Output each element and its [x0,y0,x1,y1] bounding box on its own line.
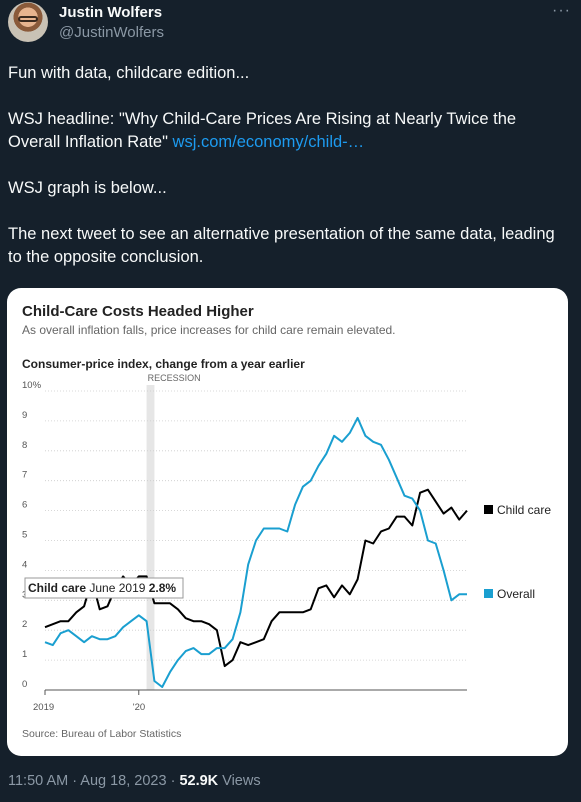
avatar-glasses [18,16,38,22]
y-tick-label: 10% [22,380,42,391]
tooltip-box [24,577,184,599]
tweet-timestamp[interactable]: 11:50 AM · Aug 18, 2023 · [8,773,180,789]
author-handle[interactable]: @JustinWolfers [59,24,164,41]
tweet-line-4: The next tweet to see an alternative pre… [8,225,555,266]
overall-legend-label: Overall [497,587,535,601]
chart-image-card[interactable]: Child-Care Costs Headed Higher As overal… [7,288,568,756]
overall-line [44,416,467,688]
tweet-line-1: Fun with data, childcare edition... [8,64,250,82]
more-options-icon[interactable]: ··· [552,2,571,19]
y-tick-label: 9 [22,410,27,421]
x-tick-label: 2019 [33,702,54,713]
headline-text: WSJ headline: "Why Child-Care Prices Are… [8,110,517,151]
overall-legend-swatch [484,589,493,598]
recession-label: RECESSION [148,373,201,383]
chart-title: Child-Care Costs Headed Higher [22,303,254,320]
author-name[interactable]: Justin Wolfers [59,4,163,21]
tweet-line-2: WSJ headline: "Why Child-Care Prices Are… [8,108,568,154]
y-tick-label: 7 [22,470,27,481]
y-tick-label: 1 [22,649,27,660]
tweet-meta: 11:50 AM · Aug 18, 2023 · 52.9K Views [8,773,261,789]
y-tick-label: 5 [22,530,27,541]
recession-band [146,385,155,690]
y-tick-label: 4 [22,559,27,570]
child-care-legend-swatch [484,505,493,514]
tooltip-text: Child care June 2019 2.8% [28,581,176,595]
y-tick-label: 2 [22,619,27,630]
y-tick-label: 8 [22,440,27,451]
y-tick-label: 0 [22,679,27,690]
y-tick-label: 6 [22,500,27,511]
chart-y-axis-label: Consumer-price index, change from a year… [22,357,305,371]
views-label: Views [218,773,261,789]
author-avatar[interactable] [8,2,48,42]
tweet-line-3: WSJ graph is below... [8,179,167,197]
views-count: 52.9K [179,773,219,789]
child-care-legend-label: Child care [497,503,551,517]
x-tick-label: '20 [133,702,145,713]
chart-subtitle: As overall inflation falls, price increa… [22,323,396,337]
article-link[interactable]: wsj.com/economy/child-… [172,133,365,151]
tweet-text: Fun with data, childcare edition... WSJ … [8,62,568,292]
chart-source: Source: Bureau of Labor Statistics [22,728,182,740]
